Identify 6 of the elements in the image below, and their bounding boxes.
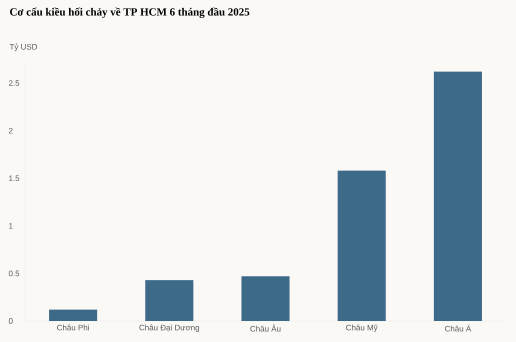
bar <box>241 276 290 321</box>
chart-title: Cơ cấu kiều hối chảy về TP HCM 6 tháng đầu 2025 <box>10 8 250 18</box>
bar <box>434 72 482 321</box>
bar <box>49 310 98 321</box>
bar <box>338 170 386 321</box>
bar <box>145 280 194 321</box>
